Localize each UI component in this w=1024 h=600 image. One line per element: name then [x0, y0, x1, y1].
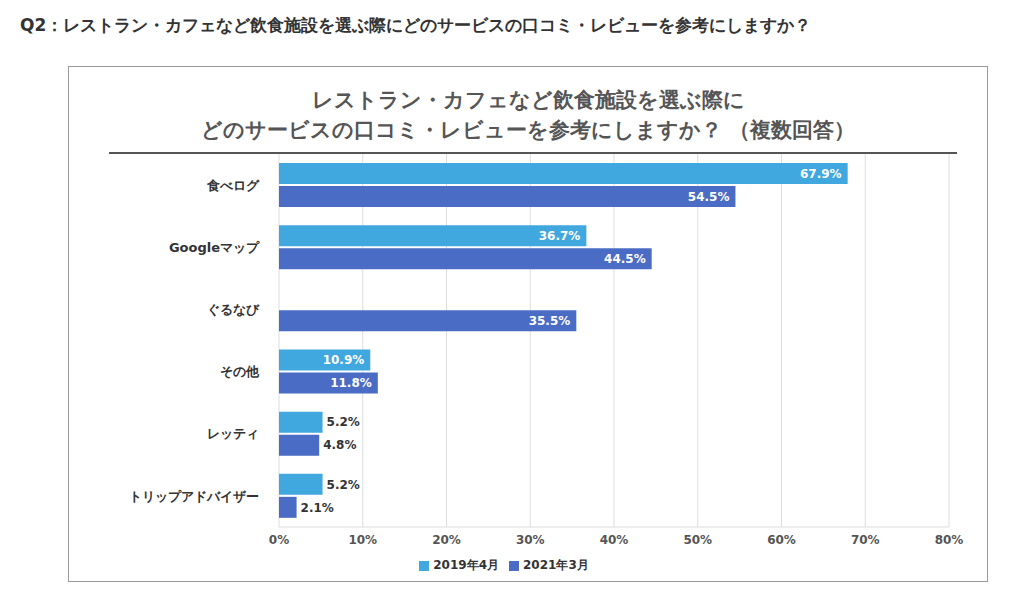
- svg-text:10.9%: 10.9%: [323, 353, 365, 367]
- html-text:2019年4月: 2019年4月: [433, 558, 499, 572]
- svg-text:Googleマップ: Googleマップ: [169, 240, 260, 255]
- svg-text:ぐるなび: ぐるなび: [207, 302, 260, 317]
- html-text:レストラン・カフェなど飲食施設を選ぶ際に: レストラン・カフェなど飲食施設を選ぶ際に: [311, 88, 745, 112]
- svg-text:20%: 20%: [432, 533, 461, 547]
- svg-text:5.2%: 5.2%: [327, 478, 360, 492]
- svg-text:0%: 0%: [269, 533, 289, 547]
- svg-text:40%: 40%: [600, 533, 629, 547]
- svg-text:10%: 10%: [348, 533, 377, 547]
- svg-text:67.9%: 67.9%: [800, 167, 842, 181]
- svg-text:食べログ: 食べログ: [206, 178, 260, 193]
- svg-text:35.5%: 35.5%: [529, 314, 571, 328]
- svg-text:4.8%: 4.8%: [323, 438, 356, 452]
- svg-text:2.1%: 2.1%: [301, 501, 334, 515]
- html-text:どのサービスの口コミ・レビューを参考にしますか？ （複数回答: どのサービスの口コミ・レビューを参考にしますか？ （複数回答）: [200, 118, 856, 142]
- svg-text:5.2%: 5.2%: [327, 415, 360, 429]
- svg-text:70%: 70%: [851, 533, 880, 547]
- svg-text:11.8%: 11.8%: [330, 376, 372, 390]
- svg-text:トリップアドバイザー: トリップアドバイザー: [129, 489, 259, 504]
- svg-text:80%: 80%: [935, 533, 964, 547]
- svg-text:その他: その他: [220, 364, 260, 379]
- svg-text:30%: 30%: [516, 533, 545, 547]
- svg-text:36.7%: 36.7%: [539, 229, 581, 243]
- svg-text:44.5%: 44.5%: [604, 252, 646, 266]
- svg-text:60%: 60%: [767, 533, 796, 547]
- svg-text:54.5%: 54.5%: [688, 190, 730, 204]
- html-text:Q2：レストラン・カフェなど飲食施設を選ぶ際にどのサービスの: Q2：レストラン・カフェなど飲食施設を選ぶ際にどのサービスの口コミ・レビューを参…: [20, 15, 812, 35]
- html-text:2021年3月: 2021年3月: [523, 558, 589, 572]
- svg-text:レッティ: レッティ: [207, 426, 259, 441]
- svg-text:50%: 50%: [683, 533, 712, 547]
